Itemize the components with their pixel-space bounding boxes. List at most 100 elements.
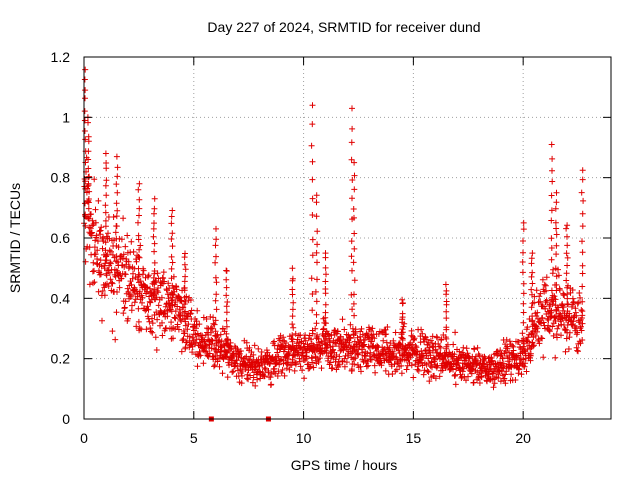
data-point: [575, 299, 582, 306]
data-point: [382, 367, 389, 374]
data-point: [341, 355, 348, 362]
data-point: [350, 259, 357, 266]
data-point: [544, 299, 551, 306]
data-point: [85, 148, 92, 155]
data-point: [211, 363, 217, 370]
data-point: [443, 287, 450, 294]
data-point: [348, 238, 355, 245]
data-point: [113, 235, 120, 242]
data-point: [421, 367, 428, 374]
data-point: [499, 354, 506, 361]
data-point: [136, 205, 143, 212]
data-point: [520, 238, 526, 244]
data-point: [372, 369, 379, 376]
data-point: [569, 322, 576, 328]
data-point: [351, 291, 357, 298]
data-point: [105, 230, 111, 237]
data-point: [109, 328, 116, 335]
data-point: [168, 275, 175, 282]
data-point: [578, 307, 585, 313]
data-point: [474, 344, 481, 351]
data-point: [81, 128, 88, 134]
data-point: [322, 337, 329, 344]
data-point: [93, 232, 100, 239]
data-point: [174, 321, 181, 328]
data-point: [561, 292, 568, 299]
data-point: [553, 287, 560, 294]
data-point: [408, 327, 415, 334]
data-point: [176, 294, 183, 301]
data-point: [553, 199, 560, 206]
data-point: [465, 354, 472, 361]
data-point: [92, 251, 99, 258]
data-point: [169, 282, 176, 289]
data-point: [223, 284, 230, 291]
data-point: [443, 324, 450, 331]
data-point: [365, 362, 372, 369]
data-point: [578, 189, 585, 196]
data-point: [86, 224, 93, 231]
data-point: [309, 121, 316, 128]
data-point: [118, 236, 125, 243]
data-point: [536, 293, 543, 300]
data-point: [553, 189, 560, 196]
data-point: [85, 215, 92, 221]
data-point: [341, 326, 348, 333]
data-point: [367, 349, 374, 356]
data-point: [580, 197, 587, 204]
data-point: [181, 330, 188, 337]
data-point: [82, 200, 88, 207]
data-point: [427, 352, 434, 359]
data-point: [213, 236, 220, 243]
data-point: [279, 366, 286, 373]
data-point: [380, 337, 387, 344]
data-point: [85, 199, 92, 206]
data-point: [187, 297, 194, 303]
data-point: [103, 160, 110, 166]
data-point: [271, 338, 278, 345]
data-point: [99, 317, 105, 324]
data-point: [539, 335, 546, 342]
data-point: [114, 164, 121, 171]
data-point: [549, 178, 556, 185]
data-point: [343, 343, 350, 350]
data-point: [92, 219, 99, 226]
data-point: [135, 265, 142, 272]
data-point: [212, 242, 219, 249]
data-point: [271, 365, 278, 372]
data-point: [101, 284, 108, 291]
data-point: [234, 357, 240, 364]
data-point: [574, 329, 581, 336]
data-point: [323, 349, 330, 356]
data-point: [213, 333, 220, 340]
data-point: [113, 153, 120, 160]
data-point: [86, 215, 92, 222]
data-point: [530, 343, 537, 350]
data-point: [114, 259, 121, 266]
data-point: [520, 300, 527, 307]
data-point: [114, 289, 120, 295]
data-point: [107, 260, 114, 267]
data-point: [442, 359, 449, 366]
data-point: [351, 344, 358, 351]
data-point: [389, 371, 396, 377]
data-point: [92, 237, 99, 244]
data-point: [169, 207, 176, 214]
data-point: [320, 326, 327, 333]
data-point: [230, 368, 237, 375]
data-point: [499, 364, 506, 371]
data-point: [564, 284, 571, 291]
data-point: [403, 349, 410, 356]
data-point: [443, 349, 450, 356]
data-point: [399, 326, 406, 333]
data-point: [318, 365, 325, 372]
data-point: [178, 348, 185, 355]
data-point: [113, 213, 120, 220]
y-tick-label: 0.8: [51, 170, 71, 186]
data-point: [566, 329, 573, 336]
data-point: [563, 270, 570, 277]
data-point: [471, 346, 478, 353]
data-point: [297, 363, 304, 370]
data-point: [118, 275, 125, 282]
data-point: [285, 355, 292, 362]
